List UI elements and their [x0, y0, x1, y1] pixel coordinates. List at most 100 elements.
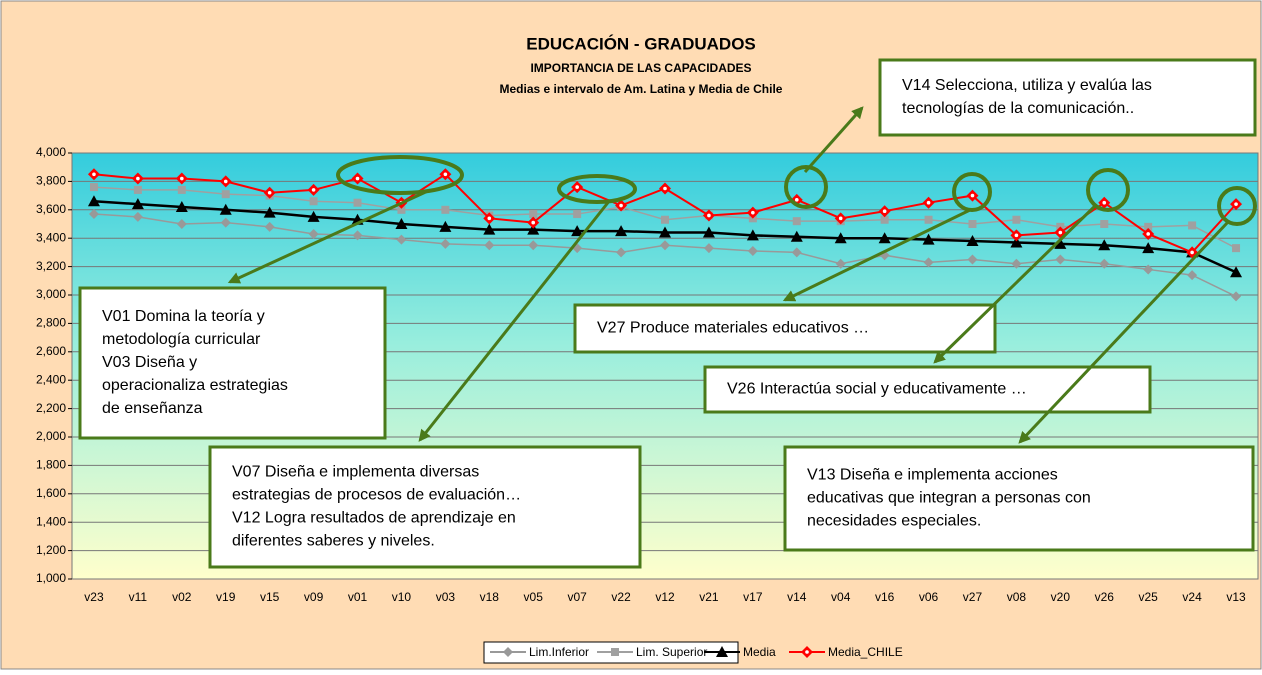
- marker: [1187, 270, 1198, 281]
- marker: [659, 226, 671, 238]
- x-tick-label: v04: [831, 590, 851, 604]
- x-tick-label: v24: [1182, 590, 1202, 604]
- highlight-circle: [1086, 168, 1130, 212]
- marker: [571, 225, 584, 237]
- marker: [967, 254, 978, 265]
- marker-center: [575, 185, 579, 189]
- marker: [219, 203, 232, 215]
- marker: [220, 217, 231, 228]
- marker: [88, 209, 99, 220]
- marker-center: [92, 172, 96, 177]
- y-tick-label: 1,000: [36, 571, 66, 585]
- series-layer: [87, 168, 1243, 302]
- marker: [87, 195, 100, 207]
- annotation-text: diferentes saberes y niveles.: [232, 533, 435, 550]
- annotation-text: metodología curricular: [102, 331, 261, 348]
- marker: [1142, 242, 1155, 254]
- marker: [1098, 239, 1111, 251]
- y-tick-label: 1,200: [36, 543, 66, 557]
- marker: [353, 198, 362, 207]
- marker: [790, 230, 803, 242]
- marker-center: [1058, 230, 1063, 235]
- annotation-box: [208, 445, 642, 569]
- y-tick-label: 2,200: [36, 401, 66, 415]
- marker-center: [707, 213, 711, 218]
- annotation-box: [783, 445, 1255, 552]
- x-tick-label: v15: [260, 590, 280, 604]
- annotation-layer: [227, 106, 1257, 444]
- marker: [441, 205, 450, 214]
- marker: [528, 240, 539, 251]
- marker: [175, 200, 188, 212]
- marker: [309, 197, 318, 206]
- marker-center: [838, 216, 843, 221]
- annotation-box: [703, 365, 1152, 414]
- marker-center: [487, 216, 492, 221]
- series: [87, 195, 1243, 278]
- marker-center: [663, 186, 667, 191]
- marker: [1231, 291, 1242, 302]
- highlight-ellipse: [557, 174, 637, 204]
- arrow: [418, 199, 612, 442]
- marker-center: [355, 176, 360, 181]
- arrow: [933, 204, 1097, 364]
- y-tick-label: 2,600: [36, 344, 66, 358]
- marker: [611, 648, 619, 656]
- marker: [1010, 236, 1023, 248]
- annotation-text: V26 Interactúa social y educativamente …: [727, 381, 1027, 398]
- marker-center: [619, 203, 623, 208]
- marker: [702, 226, 715, 238]
- y-tick-label: 4,000: [36, 145, 66, 159]
- x-tick-label: v12: [655, 590, 675, 604]
- marker: [792, 217, 801, 226]
- marker: [616, 247, 627, 258]
- marker: [615, 225, 628, 237]
- marker: [835, 258, 846, 269]
- marker: [1011, 258, 1022, 269]
- legend-label: Media: [743, 645, 776, 659]
- x-tick-label: v16: [875, 590, 895, 604]
- x-tick-label: v26: [1095, 590, 1115, 604]
- marker-center: [1014, 233, 1019, 238]
- x-tick-label: v06: [919, 590, 939, 604]
- marker-center: [970, 193, 975, 198]
- marker: [1012, 215, 1021, 224]
- x-tick-label: v22: [611, 590, 631, 604]
- marker: [307, 210, 320, 222]
- chart-title: EDUCACIÓN - GRADUADOS: [526, 34, 756, 53]
- annotation: V07 Diseña e implementa diversas estrateg…: [208, 445, 642, 569]
- marker: [1232, 244, 1241, 253]
- marker-center: [443, 172, 448, 177]
- marker: [573, 210, 582, 219]
- marker: [716, 646, 728, 657]
- marker: [1055, 254, 1066, 265]
- x-tick-label: v02: [172, 590, 192, 604]
- highlight-circle: [1217, 186, 1257, 226]
- annotation-text: V01 Domina la teoría y: [102, 308, 265, 325]
- marker: [747, 245, 758, 256]
- arrow: [782, 208, 971, 302]
- y-tick-label: 3,200: [36, 259, 66, 273]
- marker: [396, 234, 407, 245]
- marker: [1054, 237, 1067, 249]
- annotation-text: estrategias de procesos de evaluación…: [232, 487, 521, 504]
- marker: [397, 205, 406, 214]
- annotation-text: educativas que integran a personas con: [807, 490, 1091, 507]
- x-tick-label: v14: [787, 590, 807, 604]
- marker: [880, 215, 889, 224]
- marker: [527, 223, 540, 235]
- series: [87, 168, 1243, 259]
- x-tick-label: v27: [963, 590, 983, 604]
- x-tick-label: v13: [1226, 590, 1246, 604]
- marker: [968, 220, 977, 228]
- marker: [1230, 266, 1243, 278]
- marker: [264, 221, 275, 232]
- marker: [89, 183, 98, 192]
- arrow: [803, 106, 864, 173]
- marker: [132, 211, 143, 222]
- legend-label: Lim.Inferior: [529, 645, 589, 659]
- x-tick-label: v19: [216, 590, 236, 604]
- marker: [1144, 222, 1153, 231]
- y-tick-label: 1,600: [36, 486, 66, 500]
- y-tick-label: 2,000: [36, 429, 66, 443]
